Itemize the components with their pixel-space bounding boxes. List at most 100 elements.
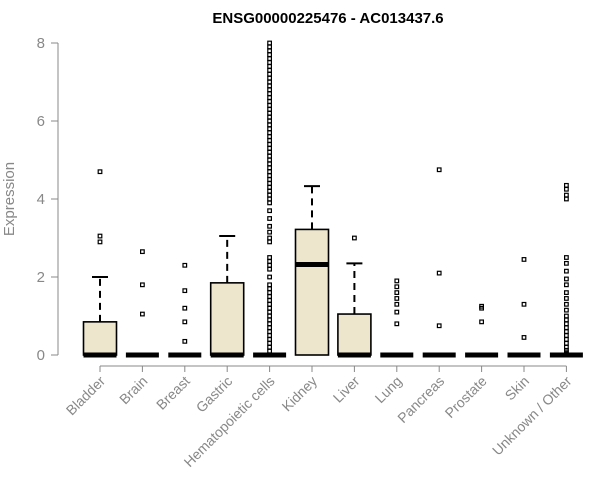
outlier-point (563, 350, 569, 356)
outlier-point (563, 186, 569, 192)
outlier-point (394, 321, 400, 327)
outlier-point (97, 233, 103, 239)
outlier-point (267, 173, 272, 179)
outlier-point (267, 309, 272, 315)
outlier-point (267, 188, 272, 194)
outlier-point (563, 313, 569, 319)
x-tick-label: Prostate (442, 373, 490, 421)
outlier-point (563, 296, 569, 301)
outlier-point (267, 290, 272, 295)
outlier-point (267, 340, 272, 346)
outlier-point (479, 305, 484, 311)
outlier-point (267, 118, 272, 124)
boxes (82, 40, 583, 358)
outlier-point (140, 311, 145, 317)
outlier-point (521, 257, 527, 262)
outlier-point (267, 181, 272, 186)
outlier-point (267, 282, 272, 288)
outlier-point (436, 167, 442, 173)
box-group (125, 249, 159, 358)
outlier-point (267, 239, 272, 245)
box-group (253, 40, 287, 358)
outlier-point (563, 290, 569, 295)
outlier-point (267, 313, 272, 319)
outlier-point (267, 305, 272, 311)
outlier-point (563, 307, 569, 313)
outlier-point (563, 337, 569, 342)
x-tick-label: Unknown / Other (489, 373, 575, 459)
outlier-point (267, 130, 272, 136)
outlier-point (267, 317, 272, 323)
x-tick-label: Pancreas (394, 373, 447, 426)
outlier-point (267, 229, 272, 235)
outlier-point (394, 284, 400, 290)
outlier-point (563, 276, 569, 282)
outlier-point (563, 333, 569, 338)
outlier-point (267, 161, 272, 167)
outlier-point (267, 235, 272, 241)
outlier-point (563, 282, 569, 288)
outlier-point (267, 337, 272, 342)
outlier-point (394, 301, 400, 307)
outlier-point (267, 286, 272, 292)
box-group (168, 262, 202, 358)
outlier-point (563, 260, 569, 266)
outlier-point (563, 321, 569, 327)
outlier-point (563, 268, 569, 274)
y-tick-label: 0 (37, 347, 45, 364)
outlier-point (267, 216, 272, 221)
outlier-point (267, 165, 272, 171)
box (294, 228, 330, 356)
outlier-point (140, 282, 145, 288)
outlier-point (267, 259, 272, 264)
outlier-point (267, 196, 272, 202)
box-group (507, 257, 541, 358)
outlier-point (267, 157, 272, 163)
outlier-point (267, 106, 272, 112)
outlier-point (267, 184, 272, 190)
outlier-point (267, 75, 272, 81)
outlier-point (267, 95, 272, 101)
outlier-point (267, 99, 272, 104)
outlier-point (267, 83, 272, 89)
box (209, 282, 245, 356)
outlier-point (267, 301, 272, 307)
box-group (82, 169, 118, 358)
outlier-point (267, 60, 272, 65)
outlier-point (267, 177, 272, 182)
outlier-point (267, 325, 272, 331)
x-tick-label: Lung (372, 373, 405, 406)
outlier-point (267, 102, 272, 108)
outlier-point (436, 323, 442, 329)
outlier-point (267, 79, 272, 85)
outlier-point (267, 40, 272, 46)
outlier-point (563, 301, 569, 307)
outlier-point (267, 200, 272, 206)
outlier-point (267, 223, 272, 229)
outlier-point (267, 63, 272, 69)
outlier-point (267, 126, 272, 132)
outlier-point (267, 44, 272, 50)
box-group (294, 185, 330, 356)
outlier-point (563, 196, 569, 202)
x-tick-label: Breast (153, 373, 193, 413)
x-tick-label: Kidney (279, 373, 321, 415)
outlier-point (563, 192, 569, 198)
outlier-point (97, 169, 103, 175)
outlier-point (394, 296, 400, 301)
outlier-point (267, 321, 272, 327)
outlier-point (182, 338, 188, 344)
outlier-point (97, 239, 103, 245)
outlier-point (267, 266, 272, 272)
x-tick-label: Brain (116, 373, 150, 407)
outlier-point (267, 67, 272, 73)
outlier-point (267, 134, 272, 140)
outlier-point (394, 309, 400, 315)
outlier-point (563, 329, 569, 334)
x-tick-label: Liver (330, 373, 363, 406)
box (337, 313, 372, 356)
outlier-point (267, 294, 272, 299)
outlier-point (352, 235, 357, 241)
